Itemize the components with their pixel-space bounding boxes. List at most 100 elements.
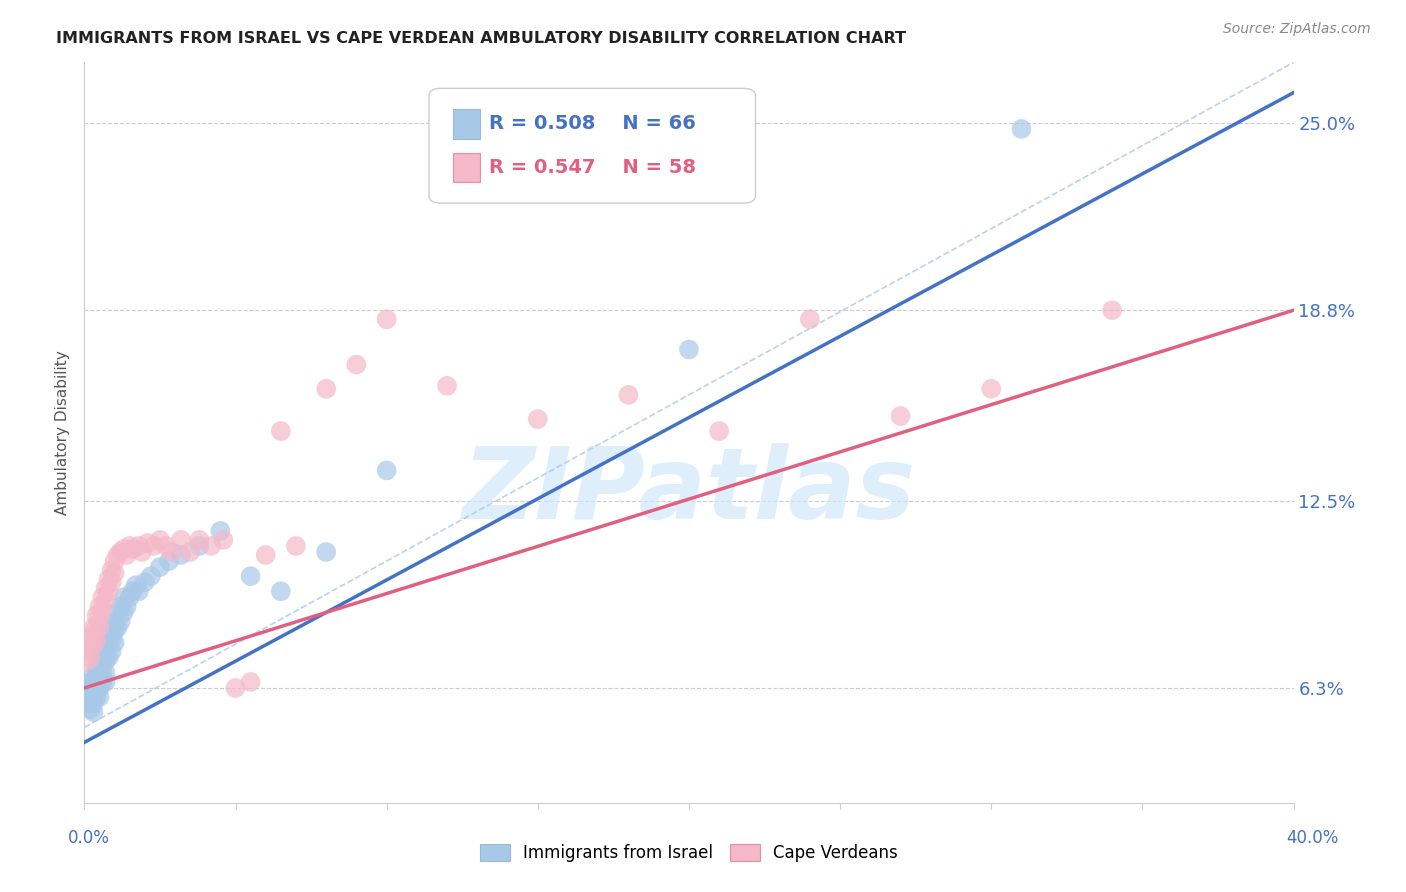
Point	[980, 382, 1002, 396]
Text: Source: ZipAtlas.com: Source: ZipAtlas.com	[1223, 22, 1371, 37]
Point	[82, 630, 104, 644]
Point	[188, 539, 211, 553]
Point	[97, 639, 120, 653]
Point	[89, 660, 111, 674]
Point	[315, 545, 337, 559]
Point	[890, 409, 912, 423]
Point	[1011, 122, 1033, 136]
Point	[97, 584, 120, 599]
Point	[104, 624, 127, 638]
Point	[270, 424, 292, 438]
Legend: Immigrants from Israel, Cape Verdeans: Immigrants from Israel, Cape Verdeans	[474, 837, 904, 869]
Point	[118, 539, 141, 553]
FancyBboxPatch shape	[453, 153, 479, 182]
Point	[115, 599, 138, 614]
FancyBboxPatch shape	[453, 109, 479, 138]
Point	[188, 533, 211, 547]
Point	[346, 358, 368, 372]
Y-axis label: Ambulatory Disability: Ambulatory Disability	[55, 351, 70, 515]
Point	[121, 584, 143, 599]
Point	[527, 412, 550, 426]
FancyBboxPatch shape	[429, 88, 755, 203]
Point	[270, 584, 292, 599]
Point	[104, 615, 127, 629]
Point	[170, 533, 193, 547]
Point	[110, 545, 132, 559]
Point	[76, 681, 98, 695]
Point	[94, 593, 117, 607]
Point	[107, 621, 129, 635]
Point	[239, 674, 262, 689]
Point	[94, 581, 117, 595]
Point	[79, 690, 101, 704]
Point	[91, 591, 114, 605]
Point	[76, 681, 98, 695]
Point	[375, 312, 398, 326]
Point	[89, 669, 111, 683]
Point	[76, 690, 98, 704]
Point	[125, 578, 148, 592]
Text: IMMIGRANTS FROM ISRAEL VS CAPE VERDEAN AMBULATORY DISABILITY CORRELATION CHART: IMMIGRANTS FROM ISRAEL VS CAPE VERDEAN A…	[56, 31, 907, 46]
Point	[104, 566, 127, 581]
Point	[82, 621, 104, 635]
Point	[128, 584, 150, 599]
Point	[149, 533, 172, 547]
Point	[112, 606, 135, 620]
Text: 0.0%: 0.0%	[67, 829, 110, 847]
Point	[86, 632, 108, 647]
Point	[100, 632, 122, 647]
Point	[82, 705, 104, 719]
Point	[149, 560, 172, 574]
Point	[79, 674, 101, 689]
Point	[86, 660, 108, 674]
Point	[79, 702, 101, 716]
Text: ZIPatlas: ZIPatlas	[463, 443, 915, 541]
Point	[94, 635, 117, 649]
Point	[91, 665, 114, 680]
Point	[617, 388, 640, 402]
Point	[89, 599, 111, 614]
Point	[315, 382, 337, 396]
Point	[118, 591, 141, 605]
Point	[139, 569, 162, 583]
Point	[100, 621, 122, 635]
Point	[134, 575, 156, 590]
Point	[799, 312, 821, 326]
Point	[94, 645, 117, 659]
Point	[239, 569, 262, 583]
Point	[89, 608, 111, 623]
Point	[79, 639, 101, 653]
Point	[136, 536, 159, 550]
Point	[285, 539, 308, 553]
Point	[1101, 303, 1123, 318]
Point	[104, 554, 127, 568]
Point	[107, 548, 129, 562]
Point	[155, 539, 177, 553]
Point	[678, 343, 700, 357]
Point	[110, 599, 132, 614]
Point	[86, 681, 108, 695]
Point	[89, 621, 111, 635]
Point	[86, 690, 108, 704]
Point	[107, 606, 129, 620]
Point	[79, 650, 101, 665]
Point	[100, 575, 122, 590]
Point	[709, 424, 731, 438]
Point	[100, 563, 122, 577]
Point	[82, 684, 104, 698]
Point	[225, 681, 247, 695]
Point	[200, 539, 222, 553]
Text: 40.0%: 40.0%	[1286, 829, 1339, 847]
Point	[82, 639, 104, 653]
Point	[254, 548, 277, 562]
Point	[89, 690, 111, 704]
Point	[89, 681, 111, 695]
Point	[76, 654, 98, 668]
Point	[91, 645, 114, 659]
Text: R = 0.547    N = 58: R = 0.547 N = 58	[489, 158, 696, 178]
Point	[94, 674, 117, 689]
Point	[375, 463, 398, 477]
Point	[436, 378, 458, 392]
Point	[94, 654, 117, 668]
Point	[79, 696, 101, 710]
